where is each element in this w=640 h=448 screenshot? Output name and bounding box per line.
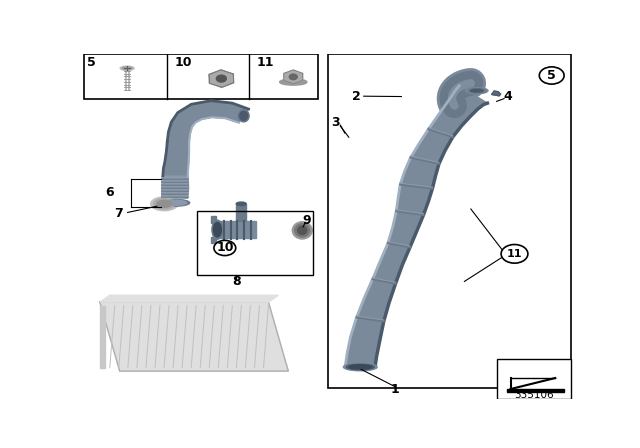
Text: 3: 3 [332,116,340,129]
Circle shape [216,75,227,82]
Ellipse shape [236,202,246,206]
Polygon shape [100,306,105,368]
Ellipse shape [160,199,189,206]
Ellipse shape [280,79,307,85]
Polygon shape [167,101,248,142]
Polygon shape [507,389,564,392]
Text: 10: 10 [216,241,234,254]
Ellipse shape [344,363,377,371]
Text: 11: 11 [507,249,522,259]
Ellipse shape [292,222,312,239]
Ellipse shape [295,224,310,237]
Polygon shape [162,176,189,198]
Text: 8: 8 [232,275,241,288]
Polygon shape [163,142,189,177]
Polygon shape [100,295,278,302]
Text: 7: 7 [115,207,123,220]
Bar [328,54,571,388]
Polygon shape [216,221,256,238]
Ellipse shape [468,88,486,93]
Text: 9: 9 [303,214,312,227]
Text: 11: 11 [256,56,273,69]
Polygon shape [100,302,288,371]
Ellipse shape [238,110,249,122]
Text: 4: 4 [503,90,512,103]
Ellipse shape [150,197,178,211]
Text: 335106: 335106 [514,390,554,400]
Ellipse shape [157,200,172,207]
Polygon shape [211,216,216,223]
Polygon shape [211,237,216,244]
Ellipse shape [154,198,175,209]
Ellipse shape [470,89,483,92]
Bar [196,211,313,275]
Ellipse shape [346,364,374,370]
Ellipse shape [349,365,371,369]
Ellipse shape [120,66,134,70]
Bar [84,54,318,99]
Ellipse shape [122,67,132,69]
Polygon shape [346,86,488,367]
Polygon shape [209,70,234,87]
Ellipse shape [298,226,307,234]
Text: 5: 5 [88,56,96,69]
Text: 5: 5 [547,69,556,82]
Text: 1: 1 [390,383,399,396]
Text: 2: 2 [353,90,361,103]
Ellipse shape [212,220,223,239]
Polygon shape [209,70,234,87]
Text: 10: 10 [174,56,192,69]
Ellipse shape [213,223,221,237]
Ellipse shape [163,200,187,205]
Ellipse shape [466,87,488,94]
Circle shape [289,74,297,80]
Polygon shape [284,70,303,84]
Polygon shape [236,204,246,221]
Polygon shape [492,91,500,96]
Ellipse shape [240,112,248,121]
Text: 6: 6 [106,186,114,199]
Bar [497,359,571,399]
